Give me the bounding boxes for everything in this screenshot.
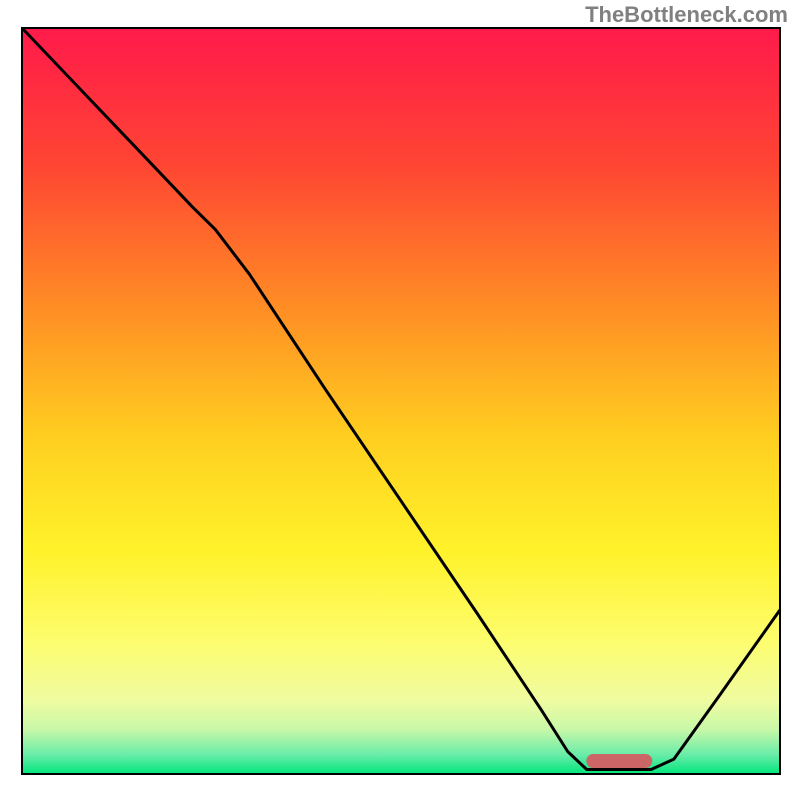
watermark-text: TheBottleneck.com [585,2,788,28]
chart-canvas: TheBottleneck.com [0,0,800,800]
optimal-marker [586,754,652,768]
plot-background [22,28,780,774]
bottleneck-chart-svg [0,0,800,800]
